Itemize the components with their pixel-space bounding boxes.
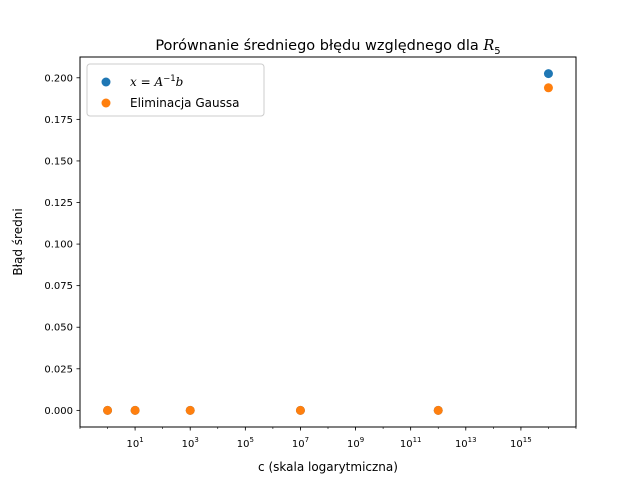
y-tick-label: 0.125 bbox=[44, 198, 73, 209]
y-tick-label: 0.100 bbox=[44, 240, 73, 251]
x-tick-label: 103 bbox=[182, 436, 199, 450]
data-point-series-2 bbox=[295, 405, 305, 415]
legend-marker-gauss bbox=[101, 98, 111, 108]
y-tick-label: 0.050 bbox=[44, 323, 73, 334]
x-axis-label: c (skala logarytmiczna) bbox=[258, 460, 398, 474]
data-point-series-2 bbox=[543, 83, 553, 93]
x-tick-label: 101 bbox=[127, 436, 144, 450]
y-tick-label: 0.075 bbox=[44, 281, 73, 292]
x-tick-label: 105 bbox=[237, 436, 254, 450]
legend-label-gauss: Eliminacja Gaussa bbox=[130, 96, 239, 110]
data-point-series-2 bbox=[130, 405, 140, 415]
y-tick-label: 0.025 bbox=[44, 364, 73, 375]
x-tick-label: 107 bbox=[292, 436, 309, 450]
y-tick-label: 0.150 bbox=[44, 156, 73, 167]
chart-title: Porównanie średniego błędu względnego dl… bbox=[155, 38, 500, 57]
y-tick-label: 0.200 bbox=[44, 73, 73, 84]
data-point-series-1 bbox=[543, 69, 553, 79]
legend-marker-inverse bbox=[101, 77, 111, 87]
data-points bbox=[103, 69, 553, 415]
x-tick-label: 109 bbox=[347, 436, 364, 450]
y-tick-label: 0.175 bbox=[44, 115, 73, 126]
x-tick-label: 1011 bbox=[400, 436, 422, 450]
legend: x = A−1b Eliminacja Gaussa bbox=[86, 63, 265, 117]
y-axis-label: Błąd średni bbox=[11, 208, 25, 275]
data-point-series-2 bbox=[103, 405, 113, 415]
x-tick-label: 1015 bbox=[510, 436, 532, 450]
x-tick-label: 1013 bbox=[455, 436, 477, 450]
data-point-series-2 bbox=[185, 405, 195, 415]
legend-label-inverse: x = A−1b bbox=[130, 74, 183, 89]
y-axis-ticks: 0.000 0.025 0.050 0.075 0.100 0.125 0.150 0.175… bbox=[44, 73, 80, 417]
y-tick-label: 0.000 bbox=[44, 406, 73, 417]
x-axis-ticks: 101 103 105 107 109 1011 1013 1015 bbox=[79, 427, 577, 450]
data-point-series-2 bbox=[433, 405, 443, 415]
legend-box bbox=[86, 63, 265, 117]
